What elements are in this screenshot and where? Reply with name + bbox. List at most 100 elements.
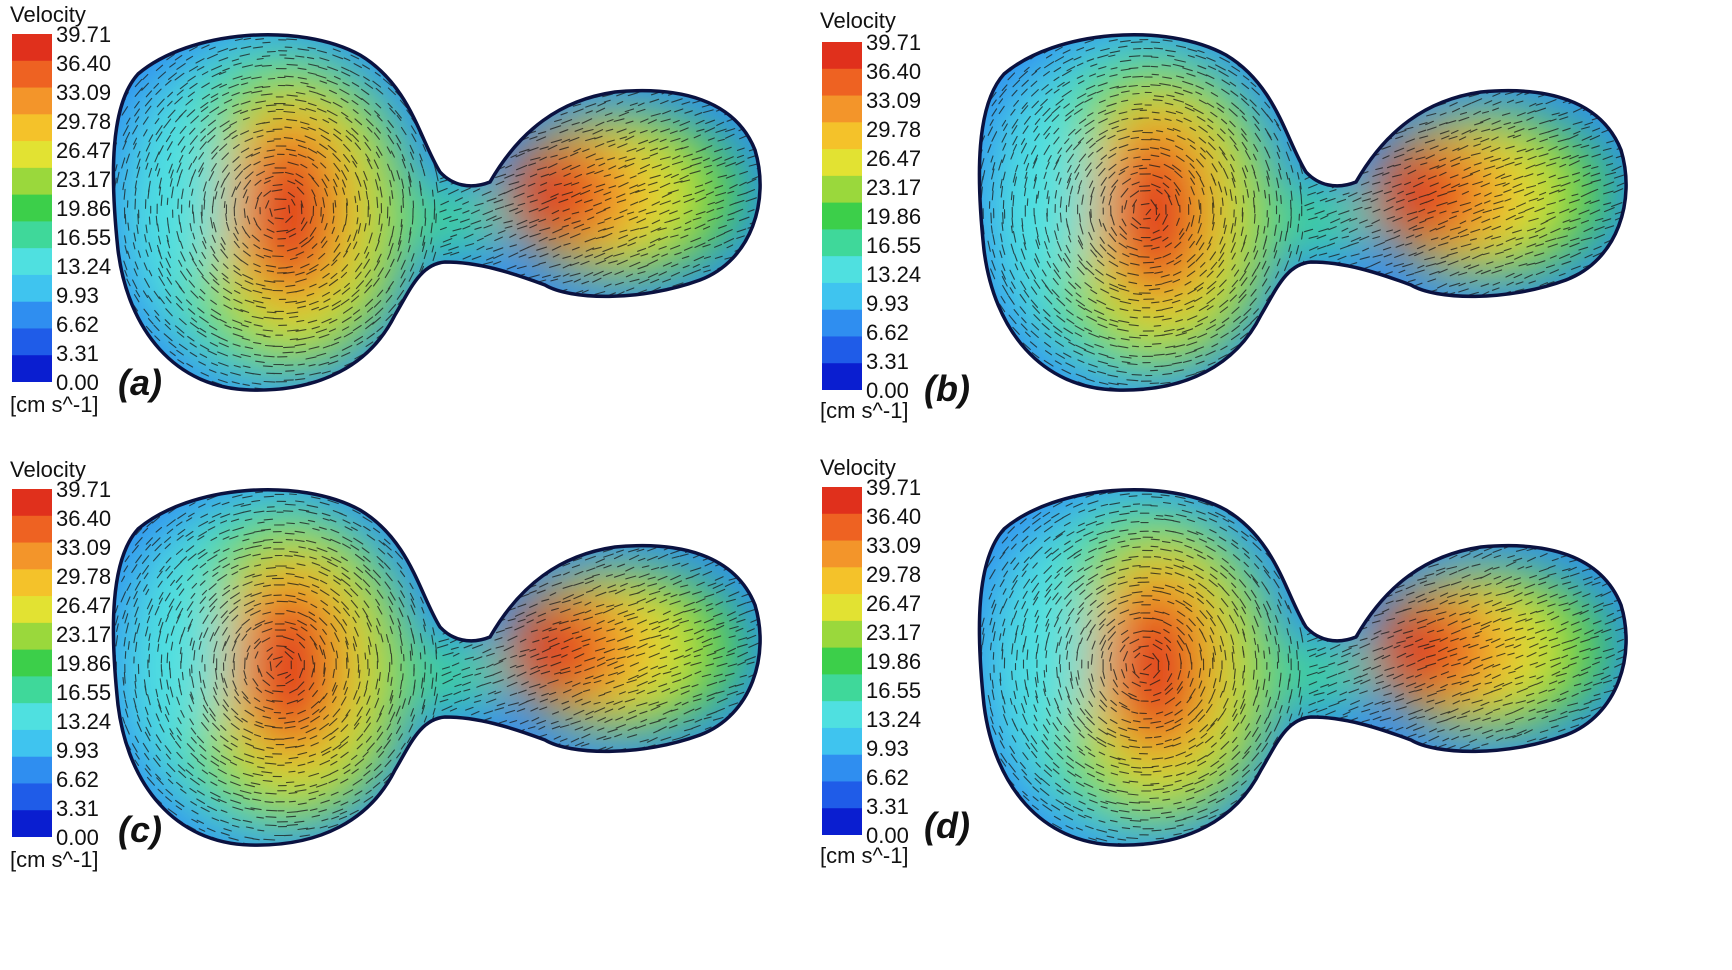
colorbar-band	[822, 781, 862, 809]
velocity-contour	[111, 33, 762, 392]
colorbar-tick-label: 9.93	[866, 291, 909, 316]
colorbar-band	[822, 309, 862, 338]
colorbar-band	[12, 489, 52, 517]
colorbar-band	[822, 122, 862, 150]
velocity-vectors	[979, 34, 1627, 391]
colorbar-tick-label: 13.24	[866, 707, 922, 732]
colorbar-tick-label: 13.24	[56, 254, 112, 279]
colorbar-tick-label: 19.86	[56, 651, 112, 676]
contour-fill	[979, 489, 1627, 846]
colorbar-tick-label: 26.47	[866, 591, 922, 616]
colorbar-band	[12, 622, 52, 651]
colorbar-band	[12, 60, 52, 89]
colorbar	[12, 489, 52, 837]
colorbar-tick-label: 3.31	[866, 794, 909, 819]
colorbar-tick-label: 16.55	[866, 233, 922, 258]
colorbar-tick-label: 33.09	[56, 535, 112, 560]
colorbar-tick-label: 36.40	[866, 59, 922, 84]
colorbar-tick-label: 9.93	[56, 738, 99, 763]
colorbar-tick-label: 33.09	[866, 533, 922, 558]
colorbar-tick-label: 33.09	[56, 80, 112, 105]
colorbar-tick-label: 39.71	[866, 475, 922, 500]
colorbar-band	[822, 647, 862, 675]
colorbar-tick-label: 0.00	[866, 378, 909, 403]
colorbar-band	[12, 676, 52, 704]
colorbar-band	[12, 114, 52, 142]
colorbar-band	[12, 87, 52, 115]
panel-label: (b)	[924, 368, 970, 409]
colorbar-band	[12, 34, 52, 62]
colorbar-tick-label: 26.47	[56, 138, 112, 163]
colorbar-band	[12, 729, 52, 758]
legend-title: Velocity	[820, 455, 896, 480]
colorbar-tick-label: 29.78	[56, 564, 112, 589]
colorbar-band	[822, 540, 862, 568]
panel-c: Velocity 39.71 36.40 33.09 29.78 26.47 23.17 1…	[0, 455, 866, 940]
colorbar-band	[822, 42, 862, 70]
colorbar-band	[12, 274, 52, 303]
colorbar-tick-label: 36.40	[56, 506, 112, 531]
panel-b: Velocity 39.71 36.40 33.09 29.78 26.47 23.17 1…	[820, 0, 1732, 485]
colorbar-band	[12, 649, 52, 677]
colorbar-tick-label: 23.17	[866, 620, 922, 645]
velocity-contour	[977, 488, 1628, 847]
colorbar-band	[822, 808, 862, 835]
colorbar-tick-label: 0.00	[56, 370, 99, 395]
legend-title: Velocity	[820, 8, 896, 33]
colorbar-band	[12, 703, 52, 731]
colorbar-band	[822, 487, 862, 515]
colorbar-band	[822, 674, 862, 702]
colorbar-band	[822, 594, 862, 622]
velocity-contour	[111, 488, 762, 847]
colorbar-tick-label: 6.62	[866, 320, 909, 345]
colorbar-tick-label: 0.00	[866, 823, 909, 848]
colorbar-band	[12, 194, 52, 222]
colorbar-band	[822, 620, 862, 649]
colorbar-band	[12, 515, 52, 544]
panel-label: (c)	[118, 809, 162, 850]
panel-a: Velocity 39.71 36.40 33.09 29.78 26.47 23.17 1…	[0, 0, 866, 485]
colorbar-band	[12, 167, 52, 196]
colorbar-tick-label: 6.62	[56, 767, 99, 792]
colorbar-band	[12, 355, 52, 382]
colorbar-tick-label: 6.62	[866, 765, 909, 790]
colorbar-band	[822, 282, 862, 311]
legend-title: Velocity	[10, 457, 86, 482]
colorbar-band	[822, 229, 862, 257]
colorbar-band	[822, 149, 862, 177]
colorbar-tick-label: 39.71	[56, 22, 112, 47]
colorbar-band	[822, 754, 862, 783]
colorbar-band	[822, 727, 862, 756]
contour-fill	[113, 489, 761, 846]
colorbar-band	[12, 596, 52, 624]
colorbar-tick-label: 19.86	[866, 204, 922, 229]
colorbar-tick-label: 16.55	[866, 678, 922, 703]
colorbar-tick-label: 23.17	[56, 622, 112, 647]
colorbar-tick-label: 3.31	[866, 349, 909, 374]
vessel-outline	[111, 488, 762, 847]
colorbar-tick-label: 26.47	[56, 593, 112, 618]
colorbar-band	[12, 141, 52, 169]
colorbar-tick-label: 19.86	[866, 649, 922, 674]
colorbar-tick-label: 9.93	[866, 736, 909, 761]
colorbar	[822, 487, 862, 835]
vessel-outline	[977, 33, 1628, 392]
colorbar-tick-label: 3.31	[56, 796, 99, 821]
legend-title: Velocity	[10, 2, 86, 27]
contour-fill	[113, 34, 761, 391]
colorbar-band	[822, 256, 862, 284]
colorbar-tick-label: 36.40	[866, 504, 922, 529]
colorbar	[12, 34, 52, 382]
colorbar-tick-label: 9.93	[56, 283, 99, 308]
colorbar-band	[822, 701, 862, 729]
colorbar-band	[12, 248, 52, 276]
colorbar-band	[822, 95, 862, 123]
colorbar-tick-label: 6.62	[56, 312, 99, 337]
colorbar-tick-label: 16.55	[56, 680, 112, 705]
colorbar-tick-label: 36.40	[56, 51, 112, 76]
colorbar-tick-label: 0.00	[56, 825, 99, 850]
panel-label: (d)	[924, 805, 970, 846]
colorbar-tick-label: 39.71	[866, 30, 922, 55]
colorbar-band	[12, 783, 52, 811]
legend-unit: [cm s^-1]	[820, 843, 909, 868]
